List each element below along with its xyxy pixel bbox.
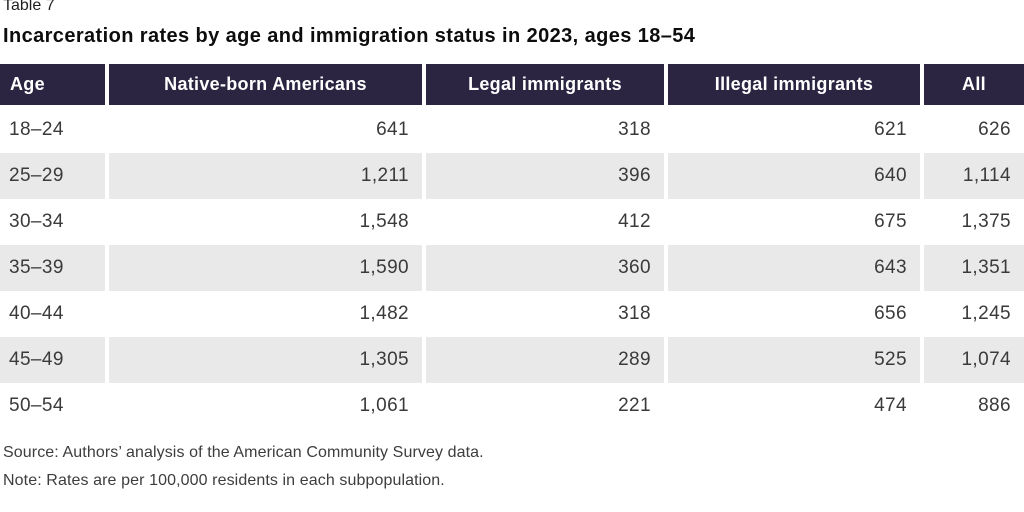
- table-row: 50–54 1,061 221 474 886: [0, 383, 1024, 429]
- rate-value-cell: 1,061: [109, 383, 426, 429]
- rate-value-cell: 675: [668, 199, 924, 245]
- age-range-cell: 25–29: [0, 153, 109, 199]
- table-header-row: Age Native-born Americans Legal immigrants…: [0, 64, 1024, 107]
- rate-value-cell: 412: [426, 199, 668, 245]
- rate-value-cell: 621: [668, 107, 924, 153]
- rate-value-cell: 1,548: [109, 199, 426, 245]
- age-range-cell: 30–34: [0, 199, 109, 245]
- rate-value-cell: 474: [668, 383, 924, 429]
- methodology-note: Note: Rates are per 100,000 residents in…: [3, 472, 445, 489]
- rate-value-cell: 1,375: [924, 199, 1024, 245]
- table-row: 40–44 1,482 318 656 1,245: [0, 291, 1024, 337]
- column-header-all: All: [924, 64, 1024, 107]
- rate-value-cell: 626: [924, 107, 1024, 153]
- age-range-cell: 35–39: [0, 245, 109, 291]
- rate-value-cell: 643: [668, 245, 924, 291]
- table-title: Incarceration rates by age and immigrati…: [3, 25, 696, 47]
- rate-value-cell: 656: [668, 291, 924, 337]
- rate-value-cell: 1,351: [924, 245, 1024, 291]
- column-header-legal-immigrants: Legal immigrants: [426, 64, 668, 107]
- age-range-cell: 50–54: [0, 383, 109, 429]
- table-number-label: Table 7: [3, 0, 55, 14]
- age-range-cell: 18–24: [0, 107, 109, 153]
- age-range-cell: 40–44: [0, 291, 109, 337]
- age-range-cell: 45–49: [0, 337, 109, 383]
- table-row: 30–34 1,548 412 675 1,375: [0, 199, 1024, 245]
- table-row: 18–24 641 318 621 626: [0, 107, 1024, 153]
- rate-value-cell: 1,305: [109, 337, 426, 383]
- paper-table-page: Table 7 Incarceration rates by age and i…: [0, 0, 1024, 495]
- column-header-age: Age: [0, 64, 109, 107]
- rate-value-cell: 886: [924, 383, 1024, 429]
- column-header-native-born-americans: Native-born Americans: [109, 64, 426, 107]
- rate-value-cell: 525: [668, 337, 924, 383]
- table-row: 35–39 1,590 360 643 1,351: [0, 245, 1024, 291]
- rate-value-cell: 1,074: [924, 337, 1024, 383]
- table-body: 18–24 641 318 621 626 25–29 1,211 396 640 1,114 30…: [0, 107, 1024, 429]
- rate-value-cell: 318: [426, 291, 668, 337]
- rate-value-cell: 1,114: [924, 153, 1024, 199]
- source-note: Source: Authors’ analysis of the America…: [3, 444, 484, 461]
- rate-value-cell: 360: [426, 245, 668, 291]
- rate-value-cell: 641: [109, 107, 426, 153]
- rate-value-cell: 640: [668, 153, 924, 199]
- rate-value-cell: 1,482: [109, 291, 426, 337]
- rate-value-cell: 396: [426, 153, 668, 199]
- table-row: 25–29 1,211 396 640 1,114: [0, 153, 1024, 199]
- column-header-illegal-immigrants: Illegal immigrants: [668, 64, 924, 107]
- rate-value-cell: 1,211: [109, 153, 426, 199]
- table-footnotes: Source: Authors’ analysis of the America…: [3, 439, 1024, 495]
- incarceration-rates-table: Age Native-born Americans Legal immigrants…: [0, 64, 1024, 429]
- rate-value-cell: 1,245: [924, 291, 1024, 337]
- rate-value-cell: 289: [426, 337, 668, 383]
- rate-value-cell: 1,590: [109, 245, 426, 291]
- rate-value-cell: 318: [426, 107, 668, 153]
- rate-value-cell: 221: [426, 383, 668, 429]
- table-row: 45–49 1,305 289 525 1,074: [0, 337, 1024, 383]
